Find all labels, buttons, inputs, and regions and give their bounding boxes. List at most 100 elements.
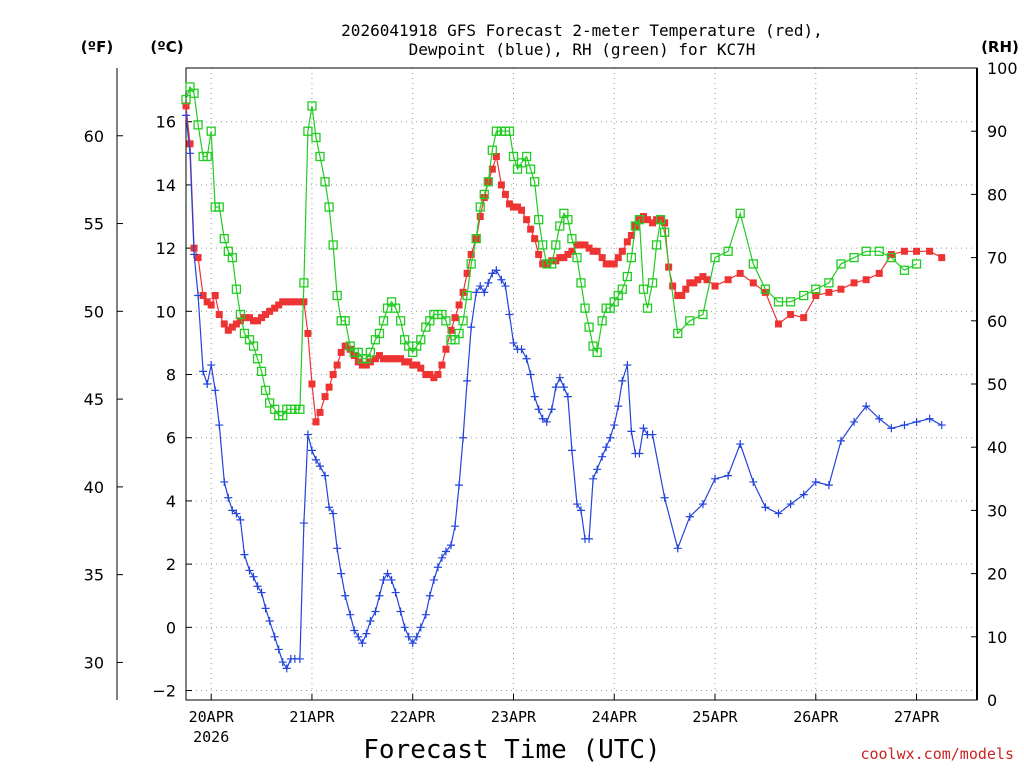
dewpoint-point — [211, 386, 220, 395]
dewpoint-point — [366, 617, 375, 625]
dewpoint-point — [429, 575, 438, 584]
dewpoint-point — [618, 376, 627, 385]
rh-point — [193, 120, 203, 130]
rh-point — [340, 316, 350, 326]
temperature-point — [447, 326, 455, 334]
rh-point — [374, 328, 385, 339]
dewpoint-point — [278, 658, 287, 667]
dewpoint-point — [282, 664, 291, 673]
dewpoint-point — [447, 541, 456, 550]
temperature-point — [401, 358, 409, 366]
dewpoint-point — [534, 405, 543, 414]
dewpoint-point — [937, 421, 946, 430]
rh-point — [516, 158, 527, 168]
temperature-point — [384, 355, 392, 363]
temperature-point — [509, 203, 517, 211]
dewpoint-point — [836, 436, 845, 445]
celsius-tick-label: 8 — [166, 366, 176, 385]
dewpoint-point — [497, 275, 506, 284]
dewpoint-point — [912, 417, 921, 426]
rh-unit-label: (RH) — [981, 38, 1019, 56]
rh-point — [551, 240, 561, 250]
temperature-point — [501, 190, 509, 198]
dewpoint-point — [598, 452, 607, 461]
dewpoint-point — [459, 433, 468, 442]
temperature-point — [703, 276, 711, 284]
temperature-point — [186, 140, 194, 148]
temperature-point — [480, 194, 488, 202]
rh-point — [555, 221, 565, 231]
temperature-point — [678, 292, 686, 300]
dewpoint-point — [358, 639, 367, 648]
temperature-point — [825, 288, 833, 296]
temperature-point — [250, 317, 258, 325]
dewpoint-point — [900, 421, 909, 430]
temperature-point — [875, 269, 883, 277]
dewpoint-point — [270, 632, 279, 641]
dewpoint-point — [383, 569, 392, 578]
rh-point — [458, 316, 468, 326]
dewpoint-point — [724, 471, 733, 480]
dewpoint-point — [824, 481, 833, 490]
temperature-point — [938, 254, 946, 262]
rh-point — [634, 215, 645, 225]
rh-point — [584, 322, 594, 332]
dewpoint-point — [421, 610, 430, 619]
temperature-point — [787, 310, 795, 318]
dewpoint-point — [463, 376, 472, 385]
temperature-point — [236, 317, 244, 325]
dewpoint-point — [391, 588, 400, 597]
dewpoint-point — [425, 591, 434, 600]
temperature-point — [215, 310, 223, 318]
rh-point — [395, 316, 406, 326]
rh-point — [227, 252, 238, 263]
rh-point — [390, 303, 401, 313]
dewpoint-point — [799, 490, 808, 499]
temperature-point — [434, 371, 442, 379]
rh-point — [508, 151, 519, 162]
dewpoint-point — [274, 645, 283, 654]
celsius-tick-label: 2 — [166, 555, 176, 574]
dewpoint-point — [492, 266, 501, 275]
rh-point — [483, 177, 493, 187]
rh-tick-label: 90 — [987, 122, 1007, 141]
temperature-point — [409, 361, 417, 369]
dewpoint-point — [563, 392, 572, 401]
rh-point — [235, 309, 246, 320]
dewpoint-point — [522, 354, 531, 363]
dewpoint-point — [585, 534, 594, 543]
temperature-point — [649, 219, 657, 227]
dewpoint-point — [265, 617, 274, 625]
temperature-point — [258, 314, 266, 322]
temperature-point — [577, 241, 585, 249]
rh-point — [655, 215, 666, 225]
dewpoint-point — [925, 414, 934, 423]
temperature-point — [371, 355, 379, 363]
series-layer — [181, 82, 946, 673]
rh-point — [252, 354, 263, 364]
dewpoint-point — [610, 421, 619, 430]
dewpoint-point — [614, 402, 623, 411]
dewpoint-point — [375, 591, 384, 600]
temperature-point — [467, 250, 475, 258]
dewpoint-point — [408, 639, 417, 648]
dewpoint-point — [711, 474, 720, 483]
dewpoint-point — [441, 547, 450, 556]
rh-point — [622, 271, 632, 282]
rh-point — [673, 328, 683, 339]
fahrenheit-unit-label: (ºF) — [81, 38, 113, 56]
temperature-point — [926, 247, 934, 255]
dewpoint-point — [505, 310, 514, 319]
rh-point — [365, 347, 376, 358]
fahrenheit-tick-label: 60 — [84, 127, 104, 146]
rh-point — [547, 259, 557, 269]
rh-point — [799, 290, 809, 301]
temperature-point — [686, 279, 694, 287]
x-tick-label: 21APR — [289, 708, 335, 726]
rh-point — [659, 227, 670, 237]
temperature-point — [207, 301, 215, 309]
rh-point — [311, 132, 321, 143]
temperature-point — [800, 314, 808, 322]
temperature-point — [862, 276, 870, 284]
